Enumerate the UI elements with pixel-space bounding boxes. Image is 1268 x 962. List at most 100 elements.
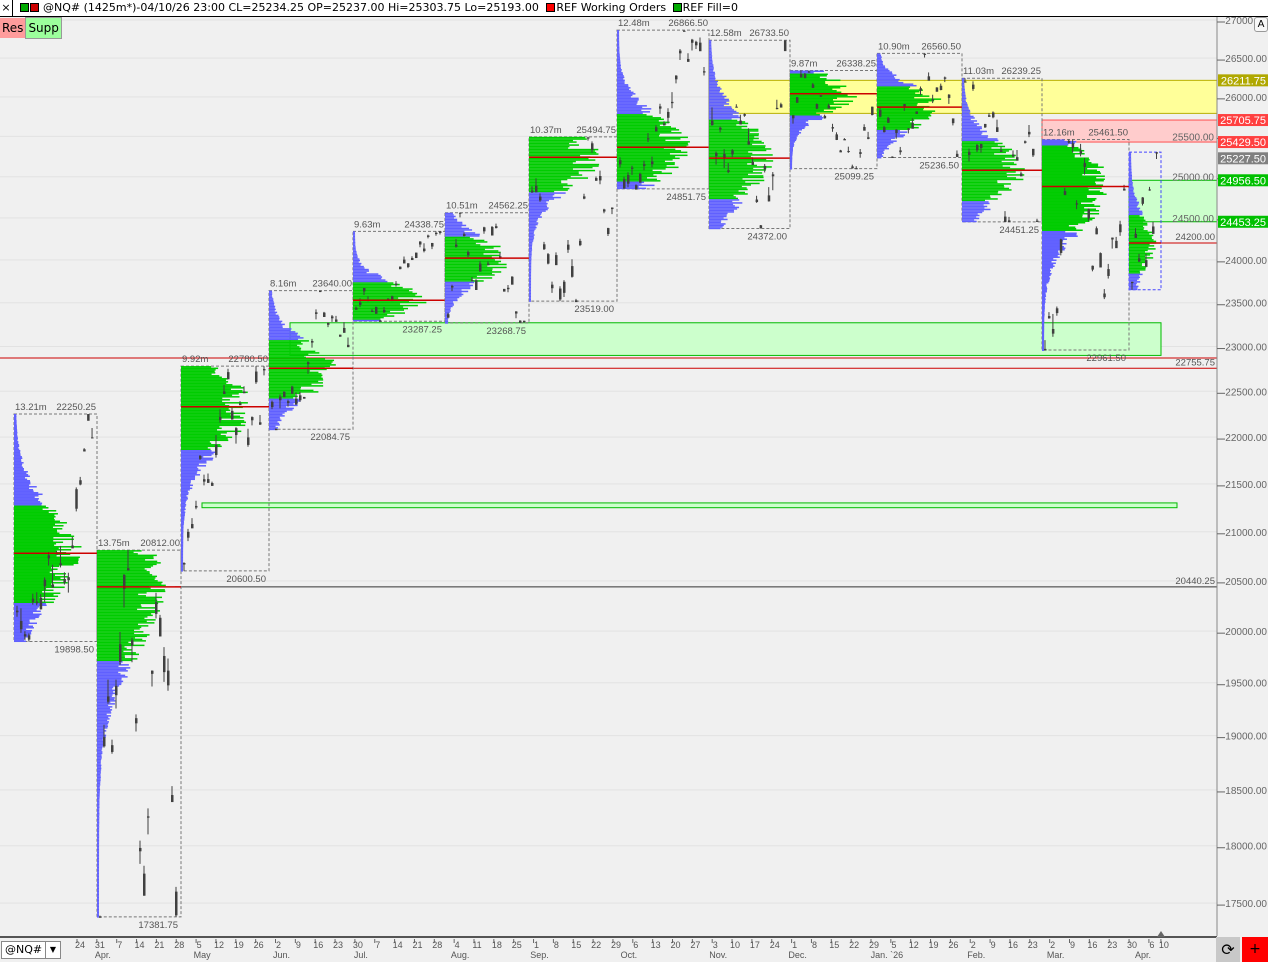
x-tick-label: 23 <box>1107 940 1117 950</box>
profile-oct <box>616 29 710 190</box>
profile-bar <box>1042 239 1064 242</box>
profile-volume-label: 13.21m <box>15 402 47 413</box>
profile-bar <box>617 100 638 103</box>
candle-body <box>1152 226 1155 234</box>
profile-bar <box>181 430 242 433</box>
profile-bar <box>709 173 749 176</box>
profile-bar <box>14 424 17 427</box>
profile-bar <box>181 504 187 506</box>
profile-bar <box>97 896 100 899</box>
profile-bar <box>445 307 451 309</box>
x-tick-label: 18 <box>492 940 502 950</box>
profile-bar <box>617 90 631 92</box>
profile-bar <box>97 677 122 680</box>
profile-bar <box>1129 267 1146 270</box>
profile-bar <box>269 419 282 422</box>
profile-bar <box>617 156 676 158</box>
profile-bar <box>97 664 129 666</box>
profile-bar <box>709 128 759 131</box>
profile-bar <box>445 221 463 224</box>
candle-body <box>579 240 582 246</box>
candle-body <box>723 153 726 158</box>
ref-fill-label[interactable]: REF Fill=0 <box>682 1 738 14</box>
profile-bar <box>181 379 226 382</box>
profile-bar <box>269 340 309 342</box>
ref-orders-icon <box>546 3 556 12</box>
profile-bar <box>97 628 140 630</box>
profile-bar <box>181 508 186 511</box>
profile-bar <box>14 610 41 613</box>
profile-bar <box>97 581 163 584</box>
profile-bar <box>877 128 908 130</box>
profile-bar <box>962 162 1014 164</box>
profile-bar <box>14 463 23 466</box>
x-tick-label: 30 <box>353 940 363 950</box>
profile-bar <box>529 253 532 256</box>
profile-bar <box>617 76 625 79</box>
profile-bar <box>1042 334 1045 336</box>
profile-bar <box>529 244 533 247</box>
profile-bar <box>97 619 156 621</box>
profile-bar <box>877 62 883 64</box>
profile-bar <box>181 481 191 484</box>
res-button[interactable]: Res <box>0 18 26 38</box>
profile-bar <box>962 114 971 116</box>
profile-bar <box>1129 228 1144 231</box>
profile-bar <box>1042 343 1045 345</box>
profile-bar <box>962 138 998 140</box>
profile-bar <box>617 175 657 178</box>
candle-body <box>439 231 442 233</box>
profile-bar <box>962 210 984 212</box>
profile-bar <box>1042 145 1068 147</box>
profile-bar <box>1042 290 1047 293</box>
profile-bar <box>877 92 916 94</box>
profile-bar <box>445 298 458 300</box>
profile-bar <box>709 73 716 75</box>
price-tag <box>1218 74 1268 87</box>
profile-bar <box>617 153 670 155</box>
profile-bar <box>877 104 917 106</box>
auto-scale-button[interactable]: A <box>1254 17 1268 32</box>
x-tick-label: 19 <box>234 940 244 950</box>
profile-bar <box>1042 139 1065 141</box>
profile-bar <box>181 565 184 568</box>
symbol-select[interactable]: @NQ# ▼ <box>1 941 61 959</box>
profile-bar <box>445 301 454 303</box>
chevron-down-icon[interactable]: ▼ <box>45 942 60 958</box>
ref-orders-label[interactable]: REF Working Orders <box>556 1 667 14</box>
profile-bar <box>353 292 418 295</box>
profile-bar <box>877 125 913 127</box>
profile-bar <box>97 604 141 606</box>
candle-body <box>1067 140 1071 143</box>
profile-bar <box>97 676 128 678</box>
profile-bar <box>97 757 102 759</box>
profile-bar <box>14 556 80 559</box>
profile-bar <box>617 157 680 160</box>
candle-body <box>1071 143 1075 149</box>
profile-bar <box>97 803 100 806</box>
profile-bar <box>269 362 332 365</box>
refresh-icon[interactable]: ⟳ <box>1216 937 1240 962</box>
candle-body <box>115 685 118 696</box>
profile-bar <box>181 366 212 368</box>
profile-bar <box>269 361 333 363</box>
price-tag <box>1218 215 1268 228</box>
supp-button[interactable]: Supp <box>25 17 62 39</box>
profile-bar <box>14 634 31 637</box>
profile-dec <box>789 70 878 170</box>
profile-bar <box>181 384 233 386</box>
profile-bar <box>617 43 620 46</box>
profile-bar <box>1042 206 1085 209</box>
profile-bar <box>269 320 283 323</box>
profile-bar <box>269 385 324 387</box>
candle-body <box>935 87 939 92</box>
profile-bar <box>97 674 126 677</box>
profile-bar <box>877 63 884 66</box>
x-tick-label: 15 <box>571 940 581 950</box>
profile-bar <box>14 415 17 418</box>
add-button[interactable]: + <box>1242 937 1268 962</box>
profile-bar <box>1042 190 1100 192</box>
close-button[interactable]: × <box>0 0 13 16</box>
candle-body <box>167 670 170 686</box>
